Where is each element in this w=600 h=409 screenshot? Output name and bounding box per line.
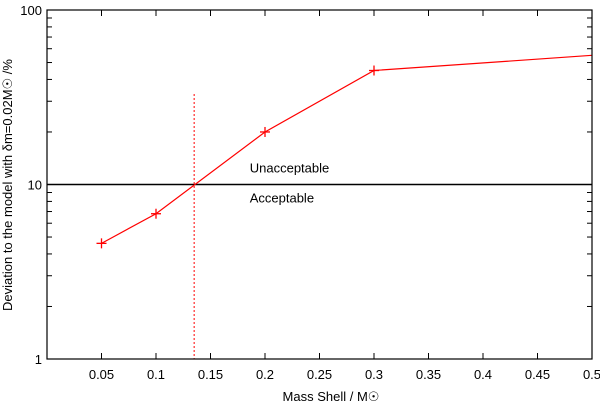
x-tick-label: 0.4 — [474, 367, 492, 382]
plot-area: Unacceptable Acceptable — [47, 54, 593, 359]
x-tick-label: 0.25 — [307, 367, 332, 382]
annotation-acceptable: Acceptable — [250, 190, 314, 205]
data-point-marker — [369, 65, 379, 76]
data-point-marker — [96, 238, 107, 249]
x-tick-label: 0.15 — [198, 367, 223, 382]
data-point-marker — [260, 126, 270, 137]
y-axis-label: Deviation to the model with δm=0.02M☉ /% — [0, 59, 15, 311]
x-axis-label: Mass Shell / M☉ — [283, 389, 380, 404]
data-point-marker — [151, 208, 161, 219]
annotation-unacceptable: Unacceptable — [250, 161, 329, 176]
x-tick-label: 0.3 — [365, 367, 383, 382]
y-tick-label: 10 — [28, 178, 42, 193]
axes: 0.05 0.1 0.15 0.2 0.25 0.3 0.35 0.4 0.45 0.5 1 10 10… — [20, 3, 600, 382]
x-tick-label: 0.45 — [525, 367, 550, 382]
x-tick-label: 0.2 — [256, 367, 274, 382]
x-tick-label: 0.35 — [416, 367, 441, 382]
y-tick-label: 100 — [20, 3, 42, 18]
y-tick-label: 1 — [35, 352, 42, 367]
x-tick-label: 0.05 — [89, 367, 114, 382]
series-line — [101, 54, 593, 244]
x-tick-label: 0.5 — [583, 367, 600, 382]
x-tick-label: 0.1 — [147, 367, 165, 382]
